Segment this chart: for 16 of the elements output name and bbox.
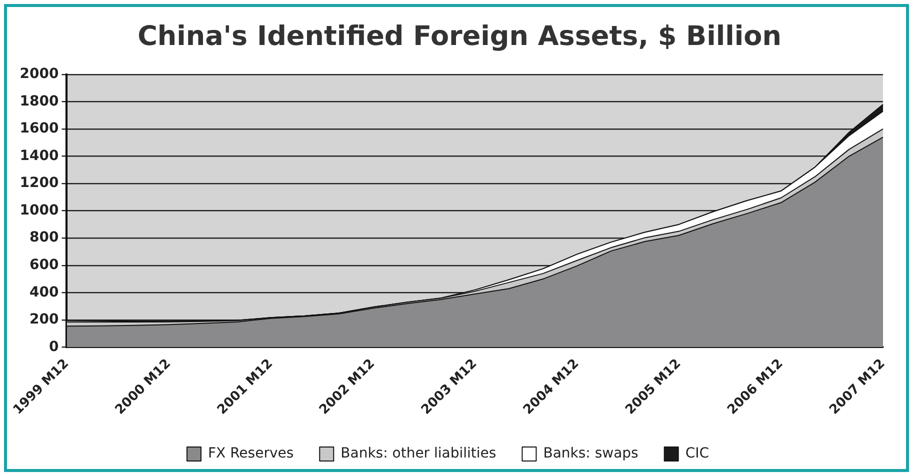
- chart-title: China's Identified Foreign Assets, $ Billion: [136, 21, 782, 52]
- y-tick-label: 800: [29, 230, 59, 246]
- legend-label: CIC: [685, 446, 710, 462]
- y-tick-label: 1000: [20, 202, 59, 218]
- legend-label: FX Reserves: [208, 446, 294, 462]
- y-tick-label: 1200: [20, 175, 59, 192]
- y-tick-label: 2000: [20, 66, 59, 82]
- y-tick-label: 1600: [20, 120, 59, 137]
- y-tick-label: 1400: [20, 148, 59, 164]
- y-tick-label: 200: [29, 312, 59, 328]
- y-tick-label: 0: [48, 338, 59, 355]
- legend-label: Banks: other liabilities: [340, 446, 496, 462]
- y-tick-label: 600: [29, 257, 59, 274]
- y-tick-label: 1800: [20, 93, 59, 110]
- y-tick-label: 400: [29, 284, 59, 300]
- legend-label: Banks: swaps: [543, 446, 638, 462]
